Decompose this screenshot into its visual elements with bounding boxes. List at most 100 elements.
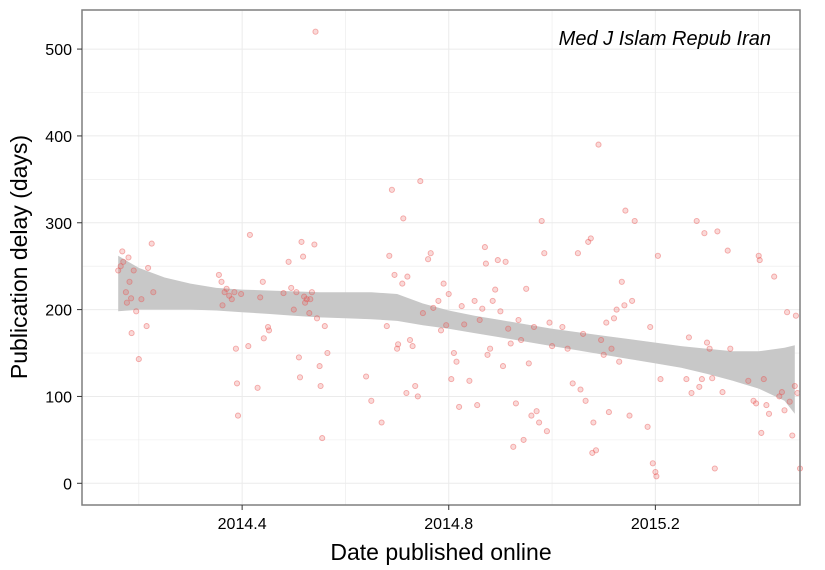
data-point: [430, 304, 437, 311]
data-point: [724, 247, 731, 254]
data-point: [257, 294, 264, 301]
data-point: [290, 306, 297, 313]
data-point: [321, 323, 328, 330]
data-point: [701, 230, 708, 237]
data-point: [776, 393, 783, 400]
data-point: [631, 217, 638, 225]
data-point: [223, 285, 230, 292]
data-point: [254, 384, 261, 391]
data-point: [412, 382, 419, 390]
data-point: [445, 290, 452, 298]
data-point: [595, 141, 602, 148]
data-point: [419, 310, 426, 317]
data-point: [218, 278, 225, 285]
data-point: [789, 432, 796, 439]
data-point: [233, 380, 241, 387]
data-point: [512, 400, 519, 407]
data-point: [791, 382, 798, 390]
y-tick-label: 400: [45, 129, 72, 146]
data-point: [784, 309, 791, 316]
data-point: [399, 280, 406, 287]
data-point: [221, 289, 228, 296]
data-point: [259, 278, 266, 285]
data-point: [786, 398, 793, 405]
data-point: [313, 315, 321, 322]
data-point: [585, 238, 592, 245]
data-point: [135, 356, 142, 363]
data-point: [698, 376, 705, 383]
data-point: [505, 325, 512, 332]
data-point: [317, 382, 324, 390]
data-point: [466, 377, 473, 384]
data-point: [123, 299, 130, 306]
data-point: [260, 335, 267, 342]
data-point: [760, 376, 767, 383]
data-point: [288, 284, 295, 291]
data-point: [683, 376, 690, 383]
data-point: [587, 235, 594, 242]
data-point: [647, 323, 654, 331]
data-point: [750, 397, 757, 404]
data-point: [437, 327, 445, 334]
data-point: [652, 468, 659, 476]
data-point: [302, 299, 309, 306]
data-point: [569, 380, 576, 387]
data-point: [590, 419, 597, 426]
data-point: [613, 306, 620, 313]
data-point: [499, 363, 507, 370]
data-point: [765, 410, 773, 417]
data-point: [714, 228, 721, 235]
plot-border: [81, 9, 801, 506]
data-point: [543, 428, 550, 435]
data-point: [295, 354, 302, 361]
data-point: [696, 383, 703, 390]
data-point: [120, 258, 127, 265]
data-point: [391, 271, 398, 278]
data-point: [523, 285, 530, 292]
data-point: [492, 286, 499, 293]
data-point: [300, 253, 307, 260]
data-point: [518, 336, 525, 344]
data-point: [541, 250, 548, 257]
data-point: [589, 449, 596, 456]
data-point: [115, 267, 122, 274]
data-point: [497, 308, 504, 315]
data-point: [479, 305, 486, 312]
data-point: [792, 312, 799, 319]
data-point: [549, 343, 556, 350]
x-axis: 2014.4 2014.8 2015.2: [218, 505, 680, 533]
data-point: [307, 296, 314, 303]
data-point: [755, 252, 762, 259]
data-point: [603, 319, 610, 326]
data-point: [580, 330, 587, 337]
data-point: [219, 302, 226, 309]
y-tick-label: 500: [45, 42, 72, 59]
data-point: [577, 386, 584, 393]
data-point: [406, 336, 414, 344]
data-point: [435, 297, 442, 304]
data-point: [559, 323, 566, 331]
data-point: [128, 330, 135, 337]
data-point: [440, 280, 447, 287]
x-axis-title: Date published online: [330, 539, 551, 565]
data-point: [119, 248, 126, 255]
data-point: [528, 412, 535, 419]
data-point: [293, 289, 300, 296]
data-point: [685, 334, 692, 341]
data-point: [515, 316, 522, 324]
x-tick-label: 2015.2: [631, 516, 680, 533]
data-point: [471, 297, 478, 304]
data-point: [474, 402, 481, 409]
y-tick-label: 300: [45, 216, 72, 233]
data-point: [226, 292, 233, 299]
data-point: [719, 389, 726, 396]
data-point: [363, 373, 370, 380]
data-point: [245, 343, 252, 350]
data-point: [324, 349, 331, 357]
data-point: [598, 336, 605, 344]
data-point: [319, 435, 326, 442]
data-point: [536, 419, 543, 426]
data-point: [453, 358, 460, 365]
data-point: [546, 319, 553, 326]
data-point: [450, 349, 457, 357]
